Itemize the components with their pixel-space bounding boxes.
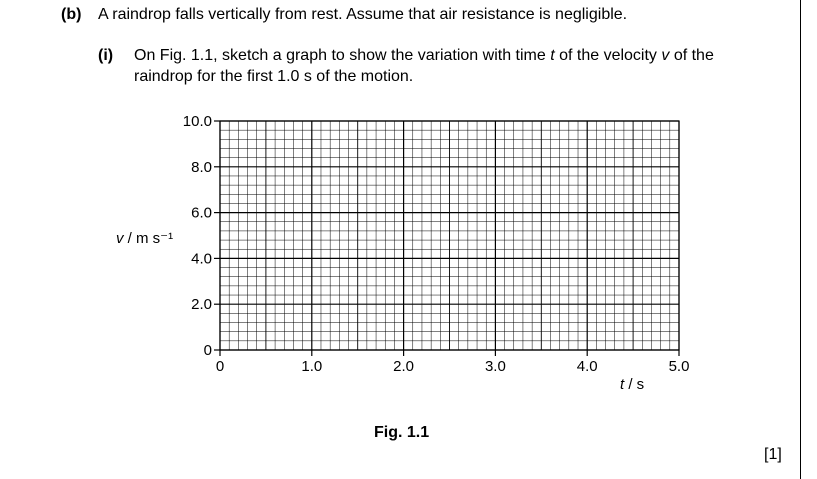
plot-frame: [219, 120, 680, 351]
x-tick-label: 1.0: [301, 358, 322, 375]
y-ticks: 0 2.0 4.0 6.0 8.0 10.0: [183, 113, 220, 359]
x-tick-label: 3.0: [485, 358, 506, 375]
y-tick-label: 0: [204, 342, 212, 359]
part-b-text: A raindrop falls vertically from rest. A…: [98, 6, 628, 23]
y-tick-label: 6.0: [191, 205, 212, 222]
x-tick-label: 2.0: [393, 358, 414, 375]
marks-indicator: [1]: [764, 446, 782, 463]
part-i-text: On Fig. 1.1, sketch a graph to show the …: [134, 45, 794, 87]
x-tick-label: 5.0: [669, 358, 690, 375]
minor-grid: [220, 121, 679, 350]
y-tick-label: 10.0: [183, 113, 212, 130]
velocity-time-grid[interactable]: 0 1.0 2.0 3.0 4.0 5.0 0 2.0 4.0 6.0 8.0 10.0 t / s…: [0, 0, 800, 420]
t-symbol: t: [550, 47, 555, 64]
y-tick-label: 8.0: [191, 159, 212, 176]
part-i-line1: On Fig. 1.1, sketch a graph to show the …: [134, 47, 714, 64]
v-symbol: v: [661, 47, 670, 64]
y-tick-label: 2.0: [191, 296, 212, 313]
x-tick-label: 0: [216, 358, 224, 375]
part-i-label: (i): [98, 47, 114, 64]
x-axis-label: t / s: [620, 376, 644, 393]
x-ticks: 0 1.0 2.0 3.0 4.0 5.0: [216, 350, 690, 375]
part-b-label: (b): [61, 6, 82, 23]
page-right-border: [800, 0, 801, 479]
part-i-line2: raindrop for the first 1.0 s of the moti…: [134, 68, 414, 85]
y-axis-label: v / m s⁻¹: [116, 230, 173, 247]
y-tick-label: 4.0: [191, 250, 212, 267]
figure-caption: Fig. 1.1: [374, 424, 430, 441]
x-tick-label: 4.0: [577, 358, 598, 375]
